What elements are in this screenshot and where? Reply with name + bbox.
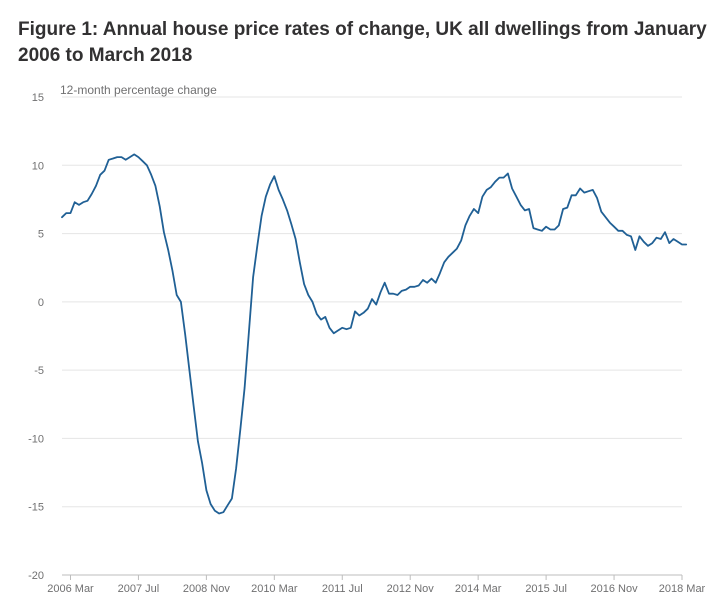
x-tick-label: 2015 Jul	[525, 583, 567, 595]
y-axis-label: 12-month percentage change	[60, 83, 217, 97]
y-axis-ticks: 15 10 5 0 -5 -10 -15 -20	[28, 92, 44, 582]
y-tick-label: 10	[32, 160, 44, 172]
x-tick-label: 2008 Nov	[183, 583, 231, 595]
series-layer	[61, 153, 688, 515]
y-tick-label: -20	[28, 570, 44, 582]
y-tick-label: -15	[28, 502, 44, 514]
y-tick-label: 0	[38, 297, 44, 309]
y-tick-label: 15	[32, 92, 44, 104]
x-tick-label: 2014 Mar	[455, 583, 502, 595]
y-tick-label: 5	[38, 229, 44, 241]
x-tick-label: 2018 Mar	[659, 583, 706, 595]
x-tick-label: 2007 Jul	[118, 583, 160, 595]
x-tick-label: 2016 Nov	[591, 583, 639, 595]
x-axis-ticks: 2006 Mar 2007 Jul 2008 Nov 2010 Mar 2011 Jul…	[47, 575, 706, 595]
x-tick-label: 2010 Mar	[251, 583, 298, 595]
y-tick-label: -5	[34, 365, 44, 377]
chart-title: Figure 1: Annual house price rates of ch…	[18, 19, 707, 66]
x-tick-label: 2006 Mar	[47, 583, 94, 595]
x-tick-label: 2012 Nov	[387, 583, 435, 595]
gridlines	[62, 96, 682, 508]
y-tick-label: -10	[28, 433, 44, 445]
x-tick-label: 2011 Jul	[322, 583, 363, 595]
series-line	[61, 153, 688, 515]
